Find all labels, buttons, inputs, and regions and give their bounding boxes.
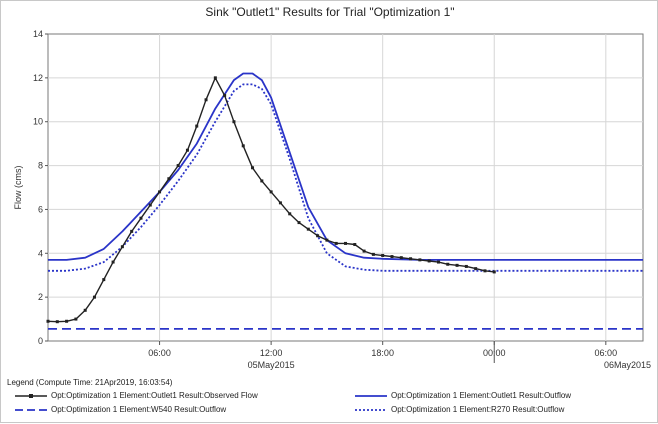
legend-entry-outlet-outflow: Opt:Optimization 1 Element:Outlet1 Resul… <box>353 390 653 402</box>
y-axis-label: Flow (cms) <box>13 166 23 210</box>
x-day-label: 05May2015 <box>248 360 295 370</box>
series-point-0 <box>492 270 496 274</box>
series-point-0 <box>353 243 357 247</box>
series-point-0 <box>390 255 394 259</box>
series-point-0 <box>158 190 162 194</box>
legend-label-observed: Opt:Optimization 1 Element:Outlet1 Resul… <box>51 391 258 400</box>
series-point-0 <box>176 164 180 168</box>
series-point-0 <box>362 249 366 253</box>
series-point-0 <box>55 320 59 324</box>
series-point-0 <box>418 258 422 262</box>
series-point-0 <box>483 269 487 273</box>
series-point-0 <box>130 229 134 233</box>
series-point-0 <box>455 263 459 267</box>
legend-label-outlet-outflow: Opt:Optimization 1 Element:Outlet1 Resul… <box>391 391 572 400</box>
y-tick-label: 0 <box>38 336 43 346</box>
x-tick-label: 06:00 <box>148 348 171 358</box>
series-point-0 <box>474 267 478 271</box>
legend-label-w540-outflow: Opt:Optimization 1 Element:W540 Result:O… <box>51 405 227 414</box>
y-tick-label: 2 <box>38 292 43 302</box>
series-point-0 <box>185 148 189 152</box>
y-tick-label: 8 <box>38 161 43 171</box>
series-point-0 <box>269 190 273 194</box>
series-point-0 <box>278 201 282 205</box>
chart-title: Sink "Outlet1" Results for Trial "Optimi… <box>205 5 455 19</box>
series-point-0 <box>74 317 78 321</box>
series-point-0 <box>297 221 301 225</box>
y-tick-label: 6 <box>38 204 43 214</box>
x-tick-label: 12:00 <box>260 348 283 358</box>
legend-swatch-r270-outflow <box>355 409 387 411</box>
series-point-0 <box>223 93 227 97</box>
series-point-0 <box>381 253 385 257</box>
series-point-0 <box>213 76 217 80</box>
y-tick-label: 12 <box>33 73 43 83</box>
series-point-0 <box>167 177 171 181</box>
series-point-0 <box>344 241 347 245</box>
legend-title: Legend (Compute Time: 21Apr2019, 16:03:5… <box>7 378 173 387</box>
plot-area <box>47 33 644 342</box>
legend-swatch-observed <box>15 394 47 398</box>
series-point-0 <box>83 308 87 312</box>
y-tick-label: 4 <box>38 248 43 258</box>
series-point-0 <box>251 166 255 170</box>
legend-entry-r270-outflow: Opt:Optimization 1 Element:R270 Result:O… <box>353 404 653 416</box>
x-day-label: 06May2015 <box>604 360 651 370</box>
series-point-0 <box>409 257 413 261</box>
series-point-0 <box>111 260 115 264</box>
y-tick-label: 10 <box>33 117 43 127</box>
series-point-0 <box>120 245 124 249</box>
series-point-0 <box>325 238 329 242</box>
series-point-0 <box>446 262 450 266</box>
y-tick-label: 14 <box>33 29 43 39</box>
series-point-0 <box>195 124 199 128</box>
series-point-0 <box>232 120 236 124</box>
series-point-0 <box>139 216 143 220</box>
series-point-0 <box>371 252 375 256</box>
series-point-0 <box>92 295 96 299</box>
legend-entry-w540-outflow: Opt:Optimization 1 Element:W540 Result:O… <box>13 404 343 416</box>
series-point-0 <box>102 278 106 282</box>
series-point-0 <box>464 264 468 268</box>
x-tick-label: 18:00 <box>371 348 394 358</box>
series-point-0 <box>65 319 69 323</box>
legend-swatch-outlet-outflow <box>355 395 387 397</box>
series-point-0 <box>288 212 292 216</box>
series-line-1 <box>48 72 643 261</box>
series-point-0 <box>306 227 310 231</box>
legend-entry-observed: Opt:Optimization 1 Element:Outlet1 Resul… <box>13 390 343 402</box>
series-point-0 <box>46 319 50 323</box>
series-point-0 <box>436 260 440 264</box>
legend: Legend (Compute Time: 21Apr2019, 16:03:5… <box>7 378 655 422</box>
series-point-0 <box>204 98 208 102</box>
series-point-0 <box>148 203 152 207</box>
legend-swatch-w540-outflow <box>15 409 47 411</box>
x-tick-label: 06:00 <box>595 348 618 358</box>
series-point-0 <box>241 144 245 148</box>
series-point-0 <box>427 259 431 263</box>
series-point-0 <box>334 241 338 245</box>
legend-label-r270-outflow: Opt:Optimization 1 Element:R270 Result:O… <box>391 405 565 414</box>
series-point-0 <box>260 179 264 183</box>
series-point-0 <box>316 234 320 238</box>
series-point-0 <box>399 256 403 260</box>
